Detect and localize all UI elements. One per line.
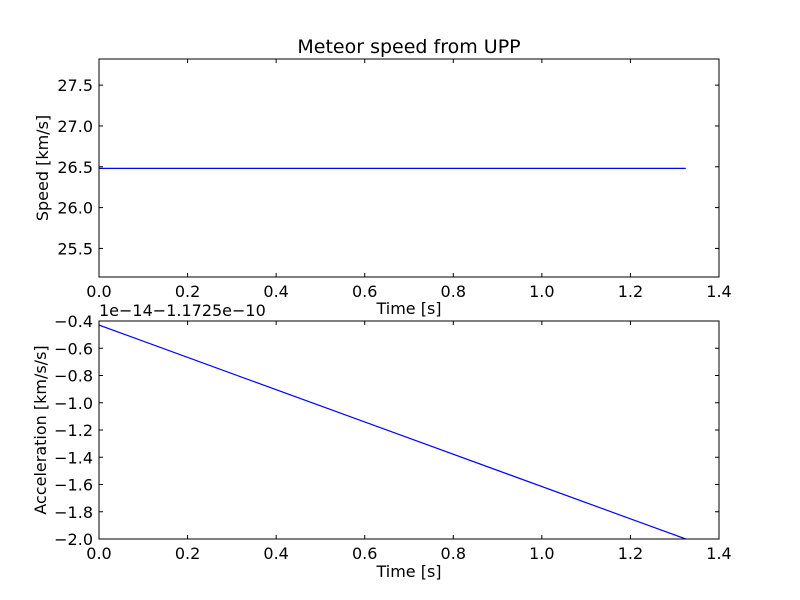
acceleration-x-tick-label: 0.2	[175, 544, 200, 563]
speed-axes-frame	[98, 58, 720, 278]
acceleration-x-tick-label: 1.4	[706, 544, 731, 563]
acceleration-subplot: 1e−14−1.1725e−10 0.0 0.2 0.4 0.6 0.8 1.0 1.2 1.…	[31, 301, 732, 581]
acceleration-offset-text: 1e−14−1.1725e−10	[99, 301, 266, 320]
acceleration-y-tick-label: −0.4	[54, 312, 93, 331]
speed-y-tick-label: 26.0	[57, 199, 93, 218]
acceleration-y-tick-label: −0.6	[54, 339, 93, 358]
acceleration-x-tick-label: 0.4	[263, 544, 288, 563]
acceleration-x-tick-label: 1.2	[618, 544, 643, 563]
acceleration-x-tick-label: 0.8	[441, 544, 466, 563]
acceleration-plot-area	[99, 324, 686, 539]
acceleration-x-tick-label: 0.6	[352, 544, 377, 563]
acceleration-y-tick-label: −1.6	[54, 476, 93, 495]
acceleration-x-tick-label: 0.0	[86, 544, 111, 563]
speed-x-tick-label: 1.0	[529, 282, 554, 301]
speed-y-tick-label: 25.5	[57, 239, 93, 258]
speed-x-tick-label: 0.6	[352, 282, 377, 301]
speed-x-tick-label: 0.2	[175, 282, 200, 301]
speed-x-tick-label: 0.8	[441, 282, 466, 301]
speed-x-tick-label: 0.4	[263, 282, 288, 301]
speed-y-tick-label: 26.5	[57, 158, 93, 177]
speed-x-axis-label: Time [s]	[375, 299, 441, 318]
speed-ticks: 0.0 0.2 0.4 0.6 0.8 1.0 1.2 1.4 25.5 26.0 26.5 27.0…	[57, 59, 732, 301]
speed-x-tick-label: 1.2	[618, 282, 643, 301]
acceleration-ticks: 0.0 0.2 0.4 0.6 0.8 1.0 1.2 1.4 −2.0 −1.8 −1.6 −1.4…	[54, 312, 732, 563]
acceleration-y-tick-label: −1.8	[54, 503, 93, 522]
speed-chart-title: Meteor speed from UPP	[297, 36, 520, 58]
speed-subplot: Meteor speed from UPP 0.0 0.2 0.4 0.6 0.8 1.0…	[33, 36, 732, 318]
speed-y-axis-label: Speed [km/s]	[33, 115, 52, 221]
acceleration-series-line	[99, 324, 686, 539]
acceleration-y-axis-label: Acceleration [km/s/s]	[31, 345, 50, 514]
speed-x-tick-label: 0.0	[86, 282, 111, 301]
acceleration-y-tick-label: −0.8	[54, 367, 93, 386]
speed-y-tick-label: 27.5	[57, 76, 93, 95]
acceleration-y-tick-label: −1.0	[54, 394, 93, 413]
speed-y-tick-label: 27.0	[57, 117, 93, 136]
acceleration-y-tick-label: −1.4	[54, 448, 93, 467]
acceleration-x-axis-label: Time [s]	[375, 562, 441, 581]
speed-x-tick-label: 1.4	[706, 282, 731, 301]
acceleration-x-tick-label: 1.0	[529, 544, 554, 563]
acceleration-y-tick-label: −2.0	[54, 530, 93, 549]
acceleration-y-tick-label: −1.2	[54, 421, 93, 440]
